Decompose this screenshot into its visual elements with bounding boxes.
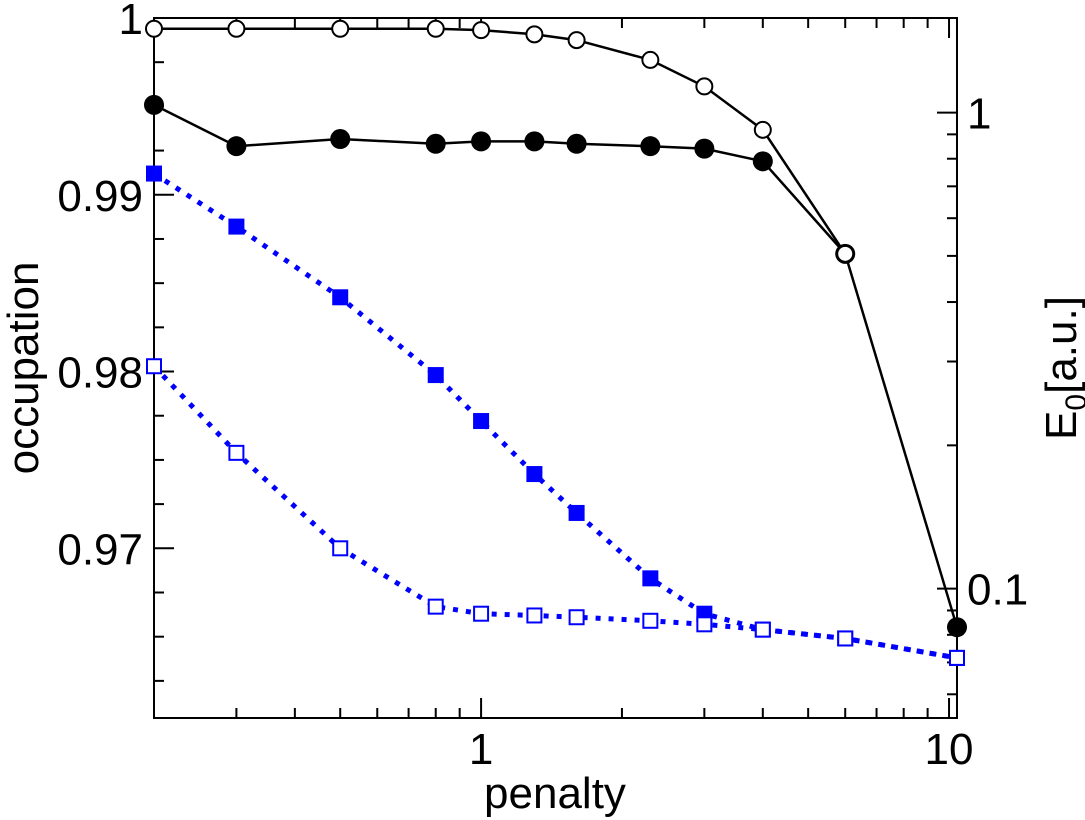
data-point — [837, 630, 854, 647]
series-line — [152, 171, 958, 661]
data-point — [567, 31, 586, 50]
data-point — [144, 94, 164, 115]
y-axis-right-title-sub: 0 — [1060, 394, 1085, 411]
data-point — [331, 19, 350, 38]
data-point — [332, 540, 349, 557]
data-point — [836, 244, 855, 263]
y-left-tick-label: 1 — [119, 0, 143, 44]
y-right-tick-label: 1 — [967, 90, 991, 139]
data-point — [526, 607, 543, 624]
data-point — [472, 21, 491, 40]
data-point — [526, 466, 543, 483]
ticks-layer: 1 10 0.97 0.98 0.99 1 0.1 1 — [57, 0, 1028, 774]
plot-frame — [153, 17, 958, 719]
x-tick-label: 10 — [925, 725, 974, 774]
y-axis-right-title-main: E — [1037, 411, 1085, 440]
data-point — [427, 367, 444, 384]
data-point — [146, 165, 162, 182]
y-right-tick-label: 0.1 — [967, 566, 1028, 615]
data-point — [226, 136, 247, 157]
series-line — [153, 103, 959, 628]
data-point — [426, 19, 445, 38]
data-point — [332, 289, 349, 306]
data-point — [227, 19, 246, 38]
y-axis-right-title-unit: [a.u.] — [1037, 296, 1085, 394]
data-point — [473, 605, 490, 622]
data-point — [568, 504, 585, 521]
x-tick-label: 1 — [469, 725, 493, 774]
data-point — [228, 218, 245, 235]
data-point — [566, 133, 587, 154]
data-point — [754, 621, 771, 638]
data-point — [427, 598, 444, 615]
data-point — [753, 120, 772, 139]
data-point — [695, 77, 714, 96]
data-point — [568, 609, 585, 626]
data-point — [949, 649, 965, 666]
x-axis-title: penalty — [484, 769, 626, 818]
y-axis-right-title: E0[a.u.] — [1037, 296, 1085, 440]
data-point — [425, 133, 446, 154]
data-point — [473, 413, 490, 430]
data-point — [525, 25, 544, 44]
data-point — [640, 136, 661, 157]
data-point — [146, 358, 162, 375]
data-point — [642, 570, 659, 587]
data-point — [947, 617, 967, 638]
data-point — [330, 129, 351, 150]
y-left-tick-label: 0.97 — [57, 525, 143, 574]
data-point — [471, 131, 492, 152]
data-point — [228, 444, 245, 461]
y-left-tick-label: 0.98 — [57, 349, 143, 398]
y-axis-left-title: occupation — [0, 262, 48, 475]
data-point — [642, 612, 659, 629]
y-left-tick-label: 0.99 — [57, 172, 143, 221]
series-line — [152, 364, 958, 661]
series-layer — [144, 19, 967, 666]
data-point — [752, 151, 773, 172]
data-point — [696, 616, 713, 633]
data-point — [694, 138, 715, 159]
data-point — [641, 50, 660, 69]
data-point — [145, 19, 163, 38]
data-point — [524, 131, 545, 152]
